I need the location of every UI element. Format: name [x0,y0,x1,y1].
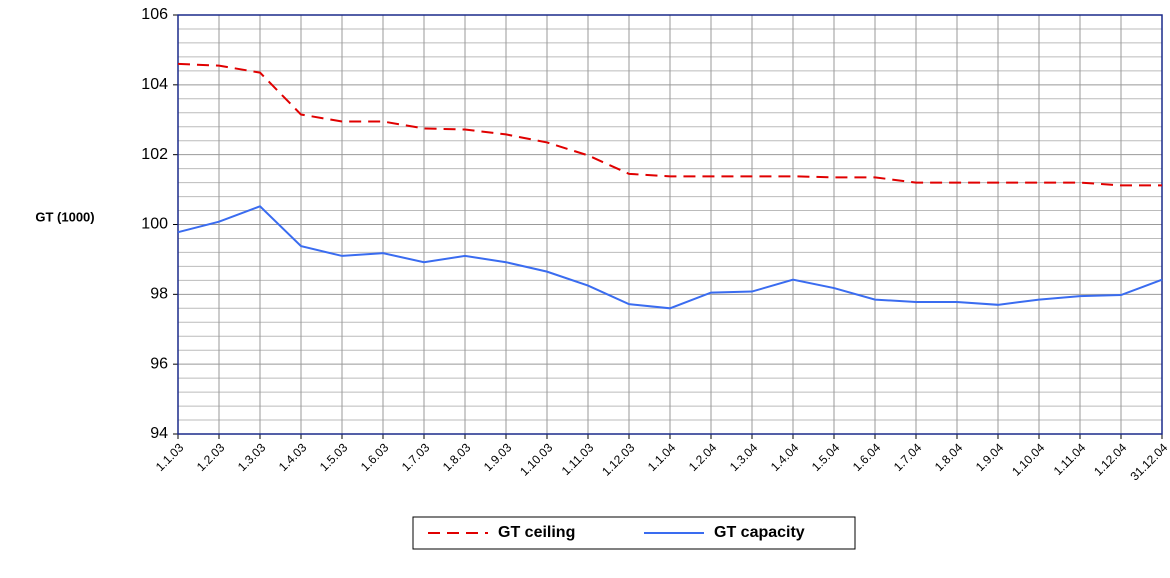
plot-frame [177,14,1163,435]
y-tick-label: 96 [150,355,168,372]
x-tick-label: 1.9.04 [973,440,1007,474]
x-tick-label: 1.2.03 [194,440,228,474]
y-tick-label: 98 [150,286,168,303]
x-tick-label: 1.5.04 [809,440,843,474]
x-tick-label: 1.8.04 [932,440,966,474]
series-line [177,62,1162,187]
x-tick-label: 31.12.04 [1127,440,1170,483]
x-tick-label: 1.6.03 [358,440,392,474]
x-tick-label: 1.7.03 [399,440,433,474]
x-tick-label: 1.1.04 [645,440,679,474]
y-tick-label: 102 [141,146,168,163]
y-tick-label: 104 [141,76,168,93]
x-tick-label: 1.10.03 [517,440,555,478]
y-axis-label: GT (1000) [35,209,94,224]
x-tick-label: 1.2.04 [686,440,720,474]
x-tick-label: 1.11.03 [559,440,597,478]
y-tick-label: 106 [141,6,168,23]
x-tick-label: 1.9.03 [481,440,515,474]
x-tick-label: 1.3.03 [235,440,269,474]
x-tick-label: 1.8.03 [440,440,474,474]
x-tick-label: 1.6.04 [850,440,884,474]
y-tick-label: 100 [141,216,168,233]
x-tick-label: 1.5.03 [317,440,351,474]
x-tick-label: 1.4.04 [768,440,802,474]
legend-label: GT capacity [714,524,805,541]
x-tick-label: 1.7.04 [891,440,925,474]
x-tick-label: 1.12.03 [599,440,637,478]
x-tick-label: 1.4.03 [276,440,310,474]
y-tick-label: 94 [150,425,168,442]
x-tick-label: 1.1.03 [153,440,187,474]
x-tick-label: 1.3.04 [727,440,761,474]
series-line [177,205,1163,310]
x-tick-label: 1.12.04 [1091,440,1129,478]
x-tick-label: 1.11.04 [1051,440,1089,478]
legend-label: GT ceiling [498,524,575,541]
x-tick-label: 1.10.04 [1009,440,1047,478]
